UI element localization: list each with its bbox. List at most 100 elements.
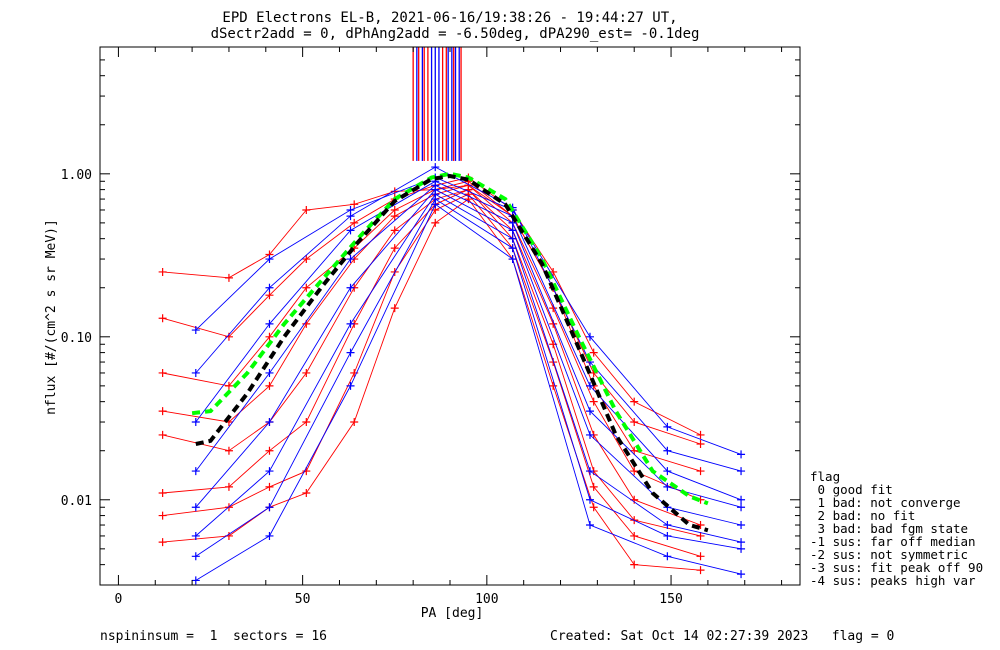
x-tick-label: 100 (475, 592, 498, 607)
data-point-blue (663, 482, 672, 491)
data-point-blue (737, 450, 746, 459)
fit-curve-line (195, 173, 709, 533)
data-point-red (265, 482, 274, 491)
data-point-red (549, 381, 558, 390)
data-point-red (224, 381, 233, 390)
flag-legend-item: 2 bad: no fit (810, 508, 915, 523)
data-point-red (630, 560, 639, 569)
data-point-blue (265, 467, 274, 476)
data-point-red (265, 381, 274, 390)
data-point-blue (586, 495, 594, 504)
flag-legend-item: -1 sus: far off median (810, 534, 976, 549)
data-point-blue (346, 283, 355, 292)
data-point-blue (265, 319, 274, 328)
spin-sector-info: nspininsum = 1 sectors = 16 (100, 629, 327, 644)
data-point-blue (737, 467, 746, 476)
chart-title: EPD Electrons EL-B, 2021-06-16/19:38:26 … (222, 10, 677, 26)
tick-labels: 0 50 100 150 0.01 0.10 1.00 (61, 168, 683, 607)
series-line-red (162, 184, 701, 445)
data-point-blue (191, 368, 200, 377)
axes-box (99, 46, 801, 586)
data-point-blue (508, 218, 517, 227)
series-line-red (162, 189, 701, 537)
data-point-red (696, 439, 705, 448)
flag-legend-item: -4 sus: peaks high var (810, 573, 976, 588)
data-point-red (696, 566, 705, 575)
data-point-red (630, 397, 639, 406)
data-point-red (390, 187, 399, 196)
series-line-blue (195, 180, 742, 501)
data-point-blue (431, 163, 440, 172)
data-point-red (224, 446, 233, 455)
data-point-blue (265, 255, 274, 264)
data-point-red (302, 255, 311, 264)
data-point-blue (586, 381, 594, 390)
data-point-blue (346, 319, 355, 328)
axes-frame (99, 46, 801, 586)
flag-legend-item: -3 sus: fit peak off 90 (810, 560, 983, 575)
data-point-red (350, 218, 359, 227)
data-point-blue (586, 332, 594, 341)
x-tick-label: 150 (659, 592, 682, 607)
data-point-blue (737, 521, 746, 530)
series-line-blue (195, 203, 742, 581)
data-point-red (696, 552, 705, 561)
data-point-red (630, 467, 639, 476)
data-point-blue (346, 255, 355, 264)
data-point-red (158, 267, 167, 276)
data-point-red (589, 348, 598, 357)
data-point-red (390, 212, 399, 221)
data-point-red (589, 397, 598, 406)
data-point-red (630, 531, 639, 540)
x-axis-label: PA [deg] (421, 606, 484, 621)
data-point-blue (663, 467, 672, 476)
data-point-blue (431, 200, 440, 209)
data-point-red (158, 314, 167, 323)
flag-legend: flag 0 good fit 1 bad: not converge 2 ba… (810, 469, 983, 588)
data-point-blue (191, 503, 200, 512)
y-tick-label: 1.00 (61, 168, 92, 183)
data-point-red (696, 430, 705, 439)
data-point-blue (737, 570, 746, 579)
data-point-red (158, 407, 167, 416)
data-point-red (350, 200, 359, 209)
data-point-red (696, 531, 705, 540)
y-tick-label: 0.10 (61, 331, 92, 346)
data-point-blue (265, 283, 274, 292)
data-point-red (158, 368, 167, 377)
data-point-blue (265, 531, 274, 540)
data-point-blue (663, 552, 672, 561)
data-point-blue (191, 418, 200, 427)
flag-legend-heading: flag (810, 469, 840, 484)
series-line-red (162, 180, 701, 472)
data-point-red (158, 538, 167, 547)
data-point-blue (346, 348, 355, 357)
data-point-red (224, 482, 233, 491)
series-line-blue (195, 177, 742, 455)
data-point-blue (737, 495, 746, 504)
data-point-blue (508, 226, 517, 235)
data-point-blue (663, 531, 672, 540)
data-point-red (390, 304, 399, 313)
series-line-blue (195, 166, 742, 472)
flag-legend-item: 3 bad: bad fgm state (810, 521, 968, 536)
chart-subtitle: dSectr2add = 0, dPhAng2add = -6.50deg, d… (211, 26, 700, 42)
creation-info: Created: Sat Oct 14 02:27:39 2023 flag =… (550, 629, 894, 644)
data-point-red (589, 482, 598, 491)
data-point-blue (586, 430, 594, 439)
flag-legend-item: 1 bad: not converge (810, 495, 961, 510)
x-tick-label: 0 (115, 592, 123, 607)
data-point-blue (191, 552, 200, 561)
y-tick-label: 0.01 (61, 494, 92, 509)
series-line-red (162, 189, 701, 526)
data-point-blue (346, 381, 355, 390)
data-point-blue (737, 544, 746, 553)
data-point-blue (346, 226, 355, 235)
data-point-red (265, 332, 274, 341)
data-point-blue (265, 418, 274, 427)
data-point-blue (586, 467, 594, 476)
data-point-blue (586, 407, 594, 416)
data-point-red (265, 446, 274, 455)
data-point-blue (346, 212, 355, 221)
